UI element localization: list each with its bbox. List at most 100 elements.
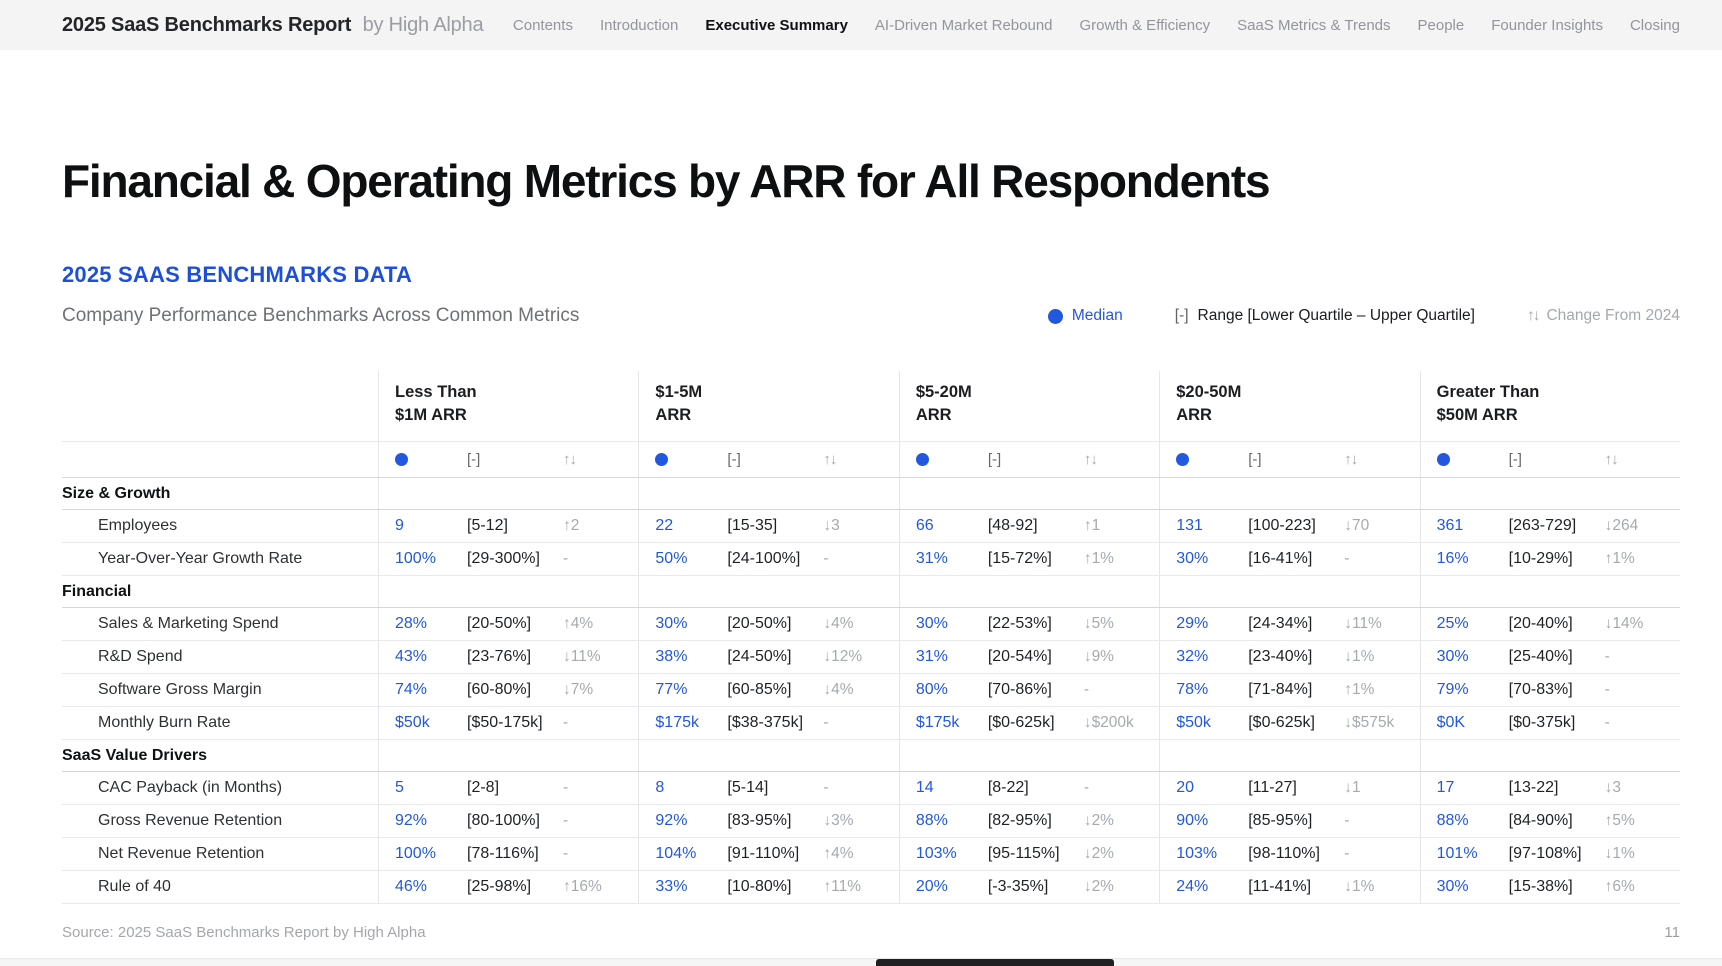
- median-value: 38%: [655, 648, 688, 665]
- change-value: ↓9%: [1083, 648, 1114, 665]
- metric-row-gross-revenue-retention: Gross Revenue Retention 92% [80-100%] - 92% […: [62, 805, 1680, 838]
- range-value: [48-92]: [987, 517, 1038, 534]
- nav-item-ai-driven-market-rebound[interactable]: AI-Driven Market Rebound: [874, 16, 1053, 34]
- range-value: [60-80%]: [467, 681, 532, 698]
- median-value: 14: [915, 779, 934, 796]
- section-row-saas-value-drivers: SaaS Value Drivers: [62, 740, 1680, 772]
- median-dot-icon: [395, 453, 408, 466]
- data-cell: 46% [25-98%] ↑16%: [378, 871, 638, 903]
- nav-item-introduction[interactable]: Introduction: [599, 16, 679, 34]
- range-value: [82-95%]: [987, 812, 1052, 829]
- data-cell: 28% [20-50%] ↑4%: [378, 608, 638, 640]
- change-value: ↑6%: [1604, 878, 1635, 895]
- metric-label: Sales & Marketing Spend: [98, 615, 279, 632]
- nav-item-executive-summary[interactable]: Executive Summary: [705, 16, 848, 34]
- metric-row-cac-payback-in-months: CAC Payback (in Months) 5 [2-8] -8 [5-14] -14…: [62, 772, 1680, 805]
- change-value: ↓3%: [823, 812, 854, 829]
- bottom-strip: [0, 958, 1722, 966]
- change-value: ↑4%: [563, 615, 594, 632]
- data-cell: 90% [85-95%] -: [1159, 805, 1419, 837]
- range-bracket-icon: [-]: [467, 451, 481, 468]
- change-value: ↑1%: [1344, 681, 1375, 698]
- range-value: [78-116%]: [467, 845, 539, 862]
- nav-item-saas-metrics-trends[interactable]: SaaS Metrics & Trends: [1237, 16, 1391, 34]
- subheader-cell: [-] ↑↓: [1419, 442, 1680, 477]
- metric-row-r-d-spend: R&D Spend 43% [23-76%] ↓11% 38% [24-50%] ↓12% 3…: [62, 641, 1680, 674]
- range-value: [97-108%]: [1508, 845, 1582, 862]
- nav-item-growth-efficiency[interactable]: Growth & Efficiency: [1079, 16, 1211, 34]
- change-value: -: [563, 779, 569, 796]
- median-value: 103%: [1176, 845, 1218, 862]
- change-value: -: [563, 550, 569, 567]
- range-value: [22-53%]: [987, 615, 1052, 632]
- median-dot-icon: [655, 453, 669, 466]
- median-value: 92%: [655, 812, 688, 829]
- change-value: -: [1344, 550, 1350, 567]
- change-value: -: [563, 714, 569, 731]
- nav-item-founder-insights[interactable]: Founder Insights: [1491, 16, 1603, 34]
- range-value: [70-83%]: [1508, 681, 1573, 698]
- range-value: [5-12]: [467, 517, 508, 534]
- range-bracket-icon: [-]: [1174, 307, 1189, 324]
- legend-median: Median: [1047, 307, 1123, 325]
- legend-change: ↑↓ Change From 2024: [1527, 307, 1680, 325]
- range-value: [20-54%]: [987, 648, 1052, 665]
- range-value: [71-84%]: [1248, 681, 1313, 698]
- change-value: ↓1: [1344, 779, 1361, 796]
- data-cell: $50k [$0-625k] ↓$575k: [1159, 707, 1419, 739]
- change-value: ↓2%: [1083, 845, 1114, 862]
- metric-label: Gross Revenue Retention: [98, 812, 283, 829]
- legend-median-label: Median: [1071, 307, 1123, 324]
- section-name: Financial: [62, 582, 132, 600]
- median-value: 131: [1176, 517, 1203, 534]
- change-value: ↓11%: [1344, 615, 1382, 632]
- section-empty-cell: [638, 478, 898, 509]
- change-value: -: [1344, 812, 1350, 829]
- nav-item-people[interactable]: People: [1417, 16, 1465, 34]
- change-arrows-icon: ↑↓: [563, 451, 577, 468]
- change-value: ↑5%: [1604, 812, 1635, 829]
- data-cell: 103% [95-115%] ↓2%: [898, 838, 1159, 870]
- legend-change-label: Change From 2024: [1546, 307, 1680, 324]
- change-value: ↑11%: [823, 878, 862, 895]
- column-group-4: Greater Than $50M ARR: [1419, 371, 1680, 441]
- change-value: -: [1604, 648, 1610, 665]
- subheader-cell: [-] ↑↓: [1159, 442, 1419, 477]
- median-value: 28%: [395, 615, 428, 632]
- data-cell: 80% [70-86%] -: [898, 674, 1159, 706]
- subheader-cell: [-] ↑↓: [378, 442, 638, 477]
- data-cell: 100% [78-116%] -: [378, 838, 638, 870]
- change-value: ↓4%: [823, 615, 854, 632]
- median-value: 90%: [1176, 812, 1209, 829]
- data-cell: 92% [83-95%] ↓3%: [638, 805, 898, 837]
- median-value: 20: [1176, 779, 1195, 796]
- range-value: [15-72%]: [987, 550, 1052, 567]
- range-value: [263-729]: [1508, 517, 1577, 534]
- median-value: 30%: [915, 615, 948, 632]
- progress-bar[interactable]: [876, 959, 1114, 966]
- median-value: 78%: [1176, 681, 1209, 698]
- range-value: [98-110%]: [1248, 845, 1320, 862]
- section-empty-cell: [638, 740, 898, 771]
- median-value: 30%: [655, 615, 688, 632]
- nav-item-contents[interactable]: Contents: [512, 16, 573, 34]
- nav-item-closing[interactable]: Closing: [1629, 16, 1680, 34]
- change-value: ↑1%: [1083, 550, 1114, 567]
- metric-label: CAC Payback (in Months): [98, 779, 283, 796]
- data-cell: 30% [16-41%] -: [1159, 543, 1419, 575]
- section-empty-cell: [378, 576, 638, 607]
- median-value: 29%: [1176, 615, 1209, 632]
- median-value: 100%: [395, 550, 436, 567]
- column-group-title: $5-20M ARR: [915, 383, 972, 424]
- range-value: [24-100%]: [727, 550, 801, 567]
- data-cell: 88% [82-95%] ↓2%: [898, 805, 1159, 837]
- median-value: 17: [1436, 779, 1455, 796]
- change-value: ↑1: [1083, 517, 1101, 534]
- range-value: [5-14]: [727, 779, 769, 796]
- data-cell: 30% [22-53%] ↓5%: [898, 608, 1159, 640]
- change-value: ↓1%: [1344, 648, 1375, 665]
- median-value: 101%: [1436, 845, 1478, 862]
- median-value: 24%: [1176, 878, 1209, 895]
- median-value: 50%: [655, 550, 688, 567]
- column-group-title: $1-5M ARR: [655, 383, 703, 424]
